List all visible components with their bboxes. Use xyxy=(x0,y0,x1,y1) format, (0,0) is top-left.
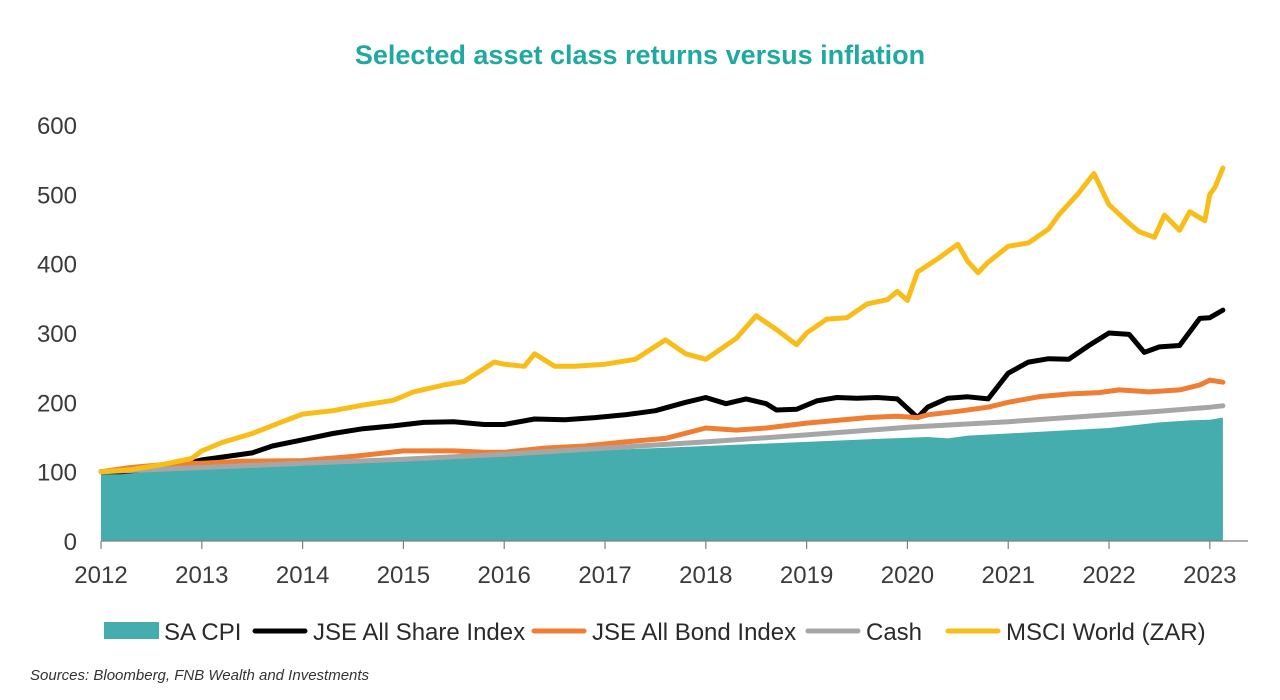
y-tick-label: 200 xyxy=(37,390,77,417)
x-tick-label: 2023 xyxy=(1183,562,1236,589)
x-tick-label: 2020 xyxy=(881,562,934,589)
series-line-msci-world-zar xyxy=(98,165,1226,475)
chart-title: Selected asset class returns versus infl… xyxy=(355,40,925,70)
legend-swatch-sa-cpi xyxy=(104,622,159,639)
x-tick-label: 2019 xyxy=(780,562,833,589)
y-tick-label: 400 xyxy=(37,252,77,279)
x-tick-label: 2022 xyxy=(1082,562,1135,589)
x-tick-label: 2015 xyxy=(377,562,430,589)
y-tick-label: 500 xyxy=(37,182,77,209)
series-line-cash xyxy=(98,403,1226,475)
x-tick-label: 2016 xyxy=(478,562,531,589)
y-tick-label: 300 xyxy=(37,321,77,348)
x-tick-label: 2012 xyxy=(74,562,127,589)
x-tick-label: 2017 xyxy=(578,562,631,589)
x-tick-label: 2014 xyxy=(276,562,329,589)
y-tick-label: 100 xyxy=(37,460,77,487)
legend-label-msci-world-zar: MSCI World (ZAR) xyxy=(1006,619,1206,646)
x-tick-label: 2018 xyxy=(679,562,732,589)
source-note: Sources: Bloomberg, FNB Wealth and Inves… xyxy=(30,667,370,684)
x-tick-label: 2013 xyxy=(175,562,228,589)
legend-label-sa-cpi: SA CPI xyxy=(164,619,241,646)
x-tick-label: 2021 xyxy=(982,562,1035,589)
series-line-jse-all-share-index xyxy=(98,307,1226,475)
legend-label-cash: Cash xyxy=(866,619,922,646)
legend-label-jse-all-share-index: JSE All Share Index xyxy=(313,619,525,646)
y-tick-label: 600 xyxy=(37,113,77,140)
legend-label-jse-all-bond-index: JSE All Bond Index xyxy=(592,619,796,646)
y-tick-label: 0 xyxy=(64,529,77,556)
series-line-jse-all-bond-index xyxy=(98,377,1226,475)
series-area-sa-cpi xyxy=(101,417,1223,541)
